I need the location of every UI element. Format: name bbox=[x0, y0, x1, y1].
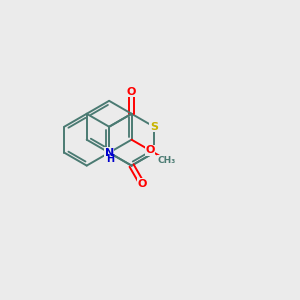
Text: O: O bbox=[137, 179, 147, 189]
Text: N: N bbox=[104, 148, 114, 158]
Text: O: O bbox=[145, 145, 155, 155]
Text: S: S bbox=[150, 122, 158, 132]
Text: H: H bbox=[106, 154, 114, 164]
Text: CH₃: CH₃ bbox=[158, 155, 176, 164]
Text: O: O bbox=[127, 87, 136, 97]
